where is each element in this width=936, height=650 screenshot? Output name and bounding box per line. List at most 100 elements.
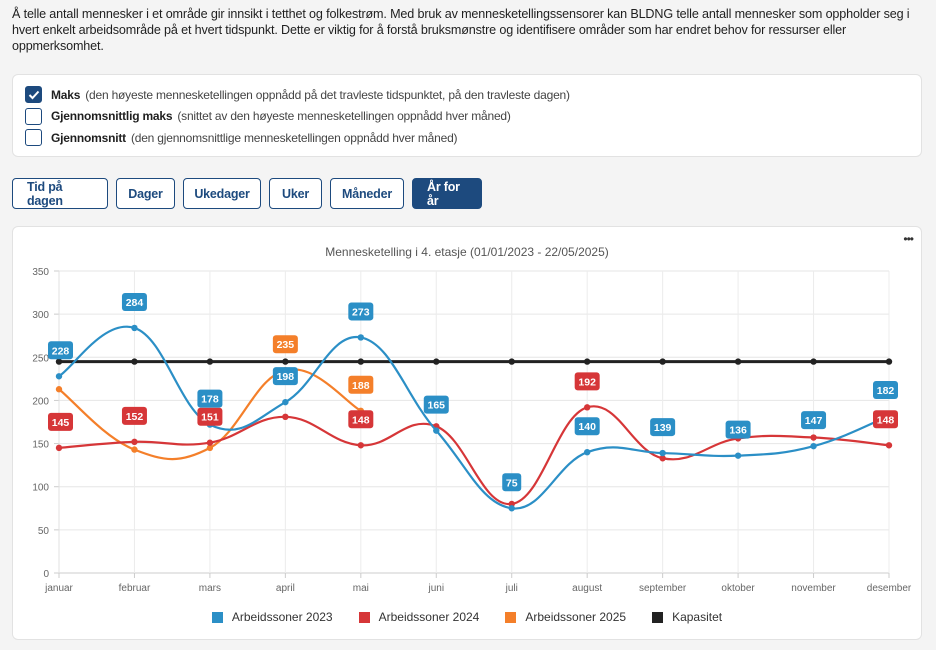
legend-item[interactable]: Arbeidssoner 2024 <box>358 610 480 624</box>
legend-swatch <box>505 611 517 623</box>
x-tick-label: januar <box>44 583 73 594</box>
legend-label: Kapasitet <box>672 610 723 624</box>
data-point <box>810 442 817 450</box>
x-tick-label: juni <box>427 583 444 594</box>
data-point <box>55 444 63 452</box>
tab-dager[interactable]: Dager <box>116 178 175 209</box>
legend-item[interactable]: Arbeidssoner 2025 <box>505 610 626 624</box>
data-point <box>433 358 440 365</box>
data-point <box>131 358 138 365</box>
tab-ar-for-ar[interactable]: År for år <box>412 178 482 209</box>
data-label-bg <box>574 417 600 436</box>
y-tick-label: 150 <box>32 440 49 451</box>
y-tick-label: 250 <box>32 353 49 364</box>
data-point <box>659 449 666 457</box>
data-label-bg <box>48 341 73 360</box>
data-point <box>433 427 440 434</box>
series-line-arbeidssoner-2023 <box>58 325 890 510</box>
data-label: 235 <box>277 339 295 351</box>
x-tick-label: april <box>276 583 295 594</box>
data-label-bg <box>650 418 676 437</box>
data-point <box>734 358 742 365</box>
data-label: 284 <box>126 297 144 309</box>
data-point <box>206 444 214 452</box>
data-point <box>659 358 666 365</box>
data-point <box>583 449 591 456</box>
data-label-bg <box>725 420 751 439</box>
filter-gjennomsnitt[interactable]: Gjennomsnitt (den gjennomsnittlige menne… <box>25 127 909 149</box>
data-point <box>508 505 515 512</box>
data-label: 145 <box>52 417 70 429</box>
data-point <box>885 358 893 365</box>
x-tick-label: november <box>791 583 836 594</box>
data-point <box>55 358 63 365</box>
period-tabs: Tid på dagen Dager Ukedager Uker Måneder… <box>12 178 482 209</box>
data-label: 165 <box>428 400 446 412</box>
filter-label: Gjennomsnittlig maks <box>51 109 173 124</box>
checkbox-checked[interactable] <box>25 86 42 104</box>
data-point <box>206 439 214 446</box>
data-label: 147 <box>805 415 823 427</box>
data-point <box>131 438 138 446</box>
data-label: 182 <box>877 385 895 397</box>
data-label-bg <box>121 292 147 311</box>
data-label: 136 <box>729 425 747 437</box>
data-point <box>55 386 63 393</box>
data-label-bg <box>574 372 600 391</box>
data-point <box>508 358 515 365</box>
y-tick-label: 300 <box>32 310 49 321</box>
y-tick-label: 50 <box>38 526 50 537</box>
data-label-bg <box>873 380 898 399</box>
intro-text: Å telle antall mennesker i et område gir… <box>12 7 910 53</box>
data-label: 75 <box>506 477 518 489</box>
data-point <box>357 334 365 341</box>
filter-description: (snittet av den høyeste mennesketellinge… <box>177 109 511 124</box>
data-label-bg <box>423 395 449 414</box>
legend-swatch <box>358 611 370 623</box>
checkbox[interactable] <box>25 107 42 125</box>
data-point <box>583 404 591 411</box>
filter-gjennomsnittlig-maks[interactable]: Gjennomsnittlig maks (snittet av den høy… <box>25 106 909 128</box>
x-tick-label: august <box>572 583 602 594</box>
legend-item[interactable]: Kapasitet <box>652 610 722 624</box>
data-label: 178 <box>201 394 219 406</box>
data-point <box>583 358 591 365</box>
x-tick-label: desember <box>867 583 912 594</box>
x-tick-label: februar <box>119 583 151 594</box>
data-point <box>131 324 138 332</box>
x-tick-label: mai <box>353 583 369 594</box>
data-label-bg <box>272 367 298 386</box>
ellipsis-icon[interactable]: ••• <box>903 232 914 246</box>
data-point <box>357 442 365 449</box>
data-label-bg <box>348 375 374 394</box>
data-label-bg <box>48 412 73 431</box>
filter-label: Maks <box>51 87 81 102</box>
data-point <box>734 452 742 459</box>
checkbox[interactable] <box>25 129 42 147</box>
data-label: 151 <box>201 412 219 424</box>
checkmark-icon <box>28 90 39 100</box>
filter-maks[interactable]: Maks (den høyeste mennesketellingen oppn… <box>25 84 909 106</box>
x-tick-label: juli <box>505 583 518 594</box>
data-label-bg <box>272 335 298 354</box>
legend-label: Arbeidssoner 2023 <box>231 610 333 624</box>
tab-uker[interactable]: Uker <box>269 178 322 209</box>
data-point <box>282 358 289 365</box>
tab-maneder[interactable]: Måneder <box>330 178 404 209</box>
data-label: 273 <box>352 306 370 318</box>
data-label: 228 <box>52 345 70 357</box>
tab-ukedager[interactable]: Ukedager <box>183 178 261 209</box>
tab-tid-pa-dagen[interactable]: Tid på dagen <box>12 178 108 209</box>
filter-label: Gjennomsnitt <box>51 130 126 145</box>
x-tick-label: mars <box>199 583 221 594</box>
chart-legend: Arbeidssoner 2023 Arbeidssoner 2024 Arbeid… <box>13 610 921 624</box>
data-point <box>206 358 214 365</box>
data-label: 152 <box>126 411 144 423</box>
data-label: 188 <box>352 380 370 392</box>
legend-swatch <box>211 611 223 623</box>
legend-label: Arbeidssoner 2024 <box>378 610 480 624</box>
data-label: 148 <box>352 414 370 426</box>
legend-swatch <box>652 611 664 623</box>
data-point <box>810 434 817 441</box>
legend-item[interactable]: Arbeidssoner 2023 <box>211 610 333 624</box>
